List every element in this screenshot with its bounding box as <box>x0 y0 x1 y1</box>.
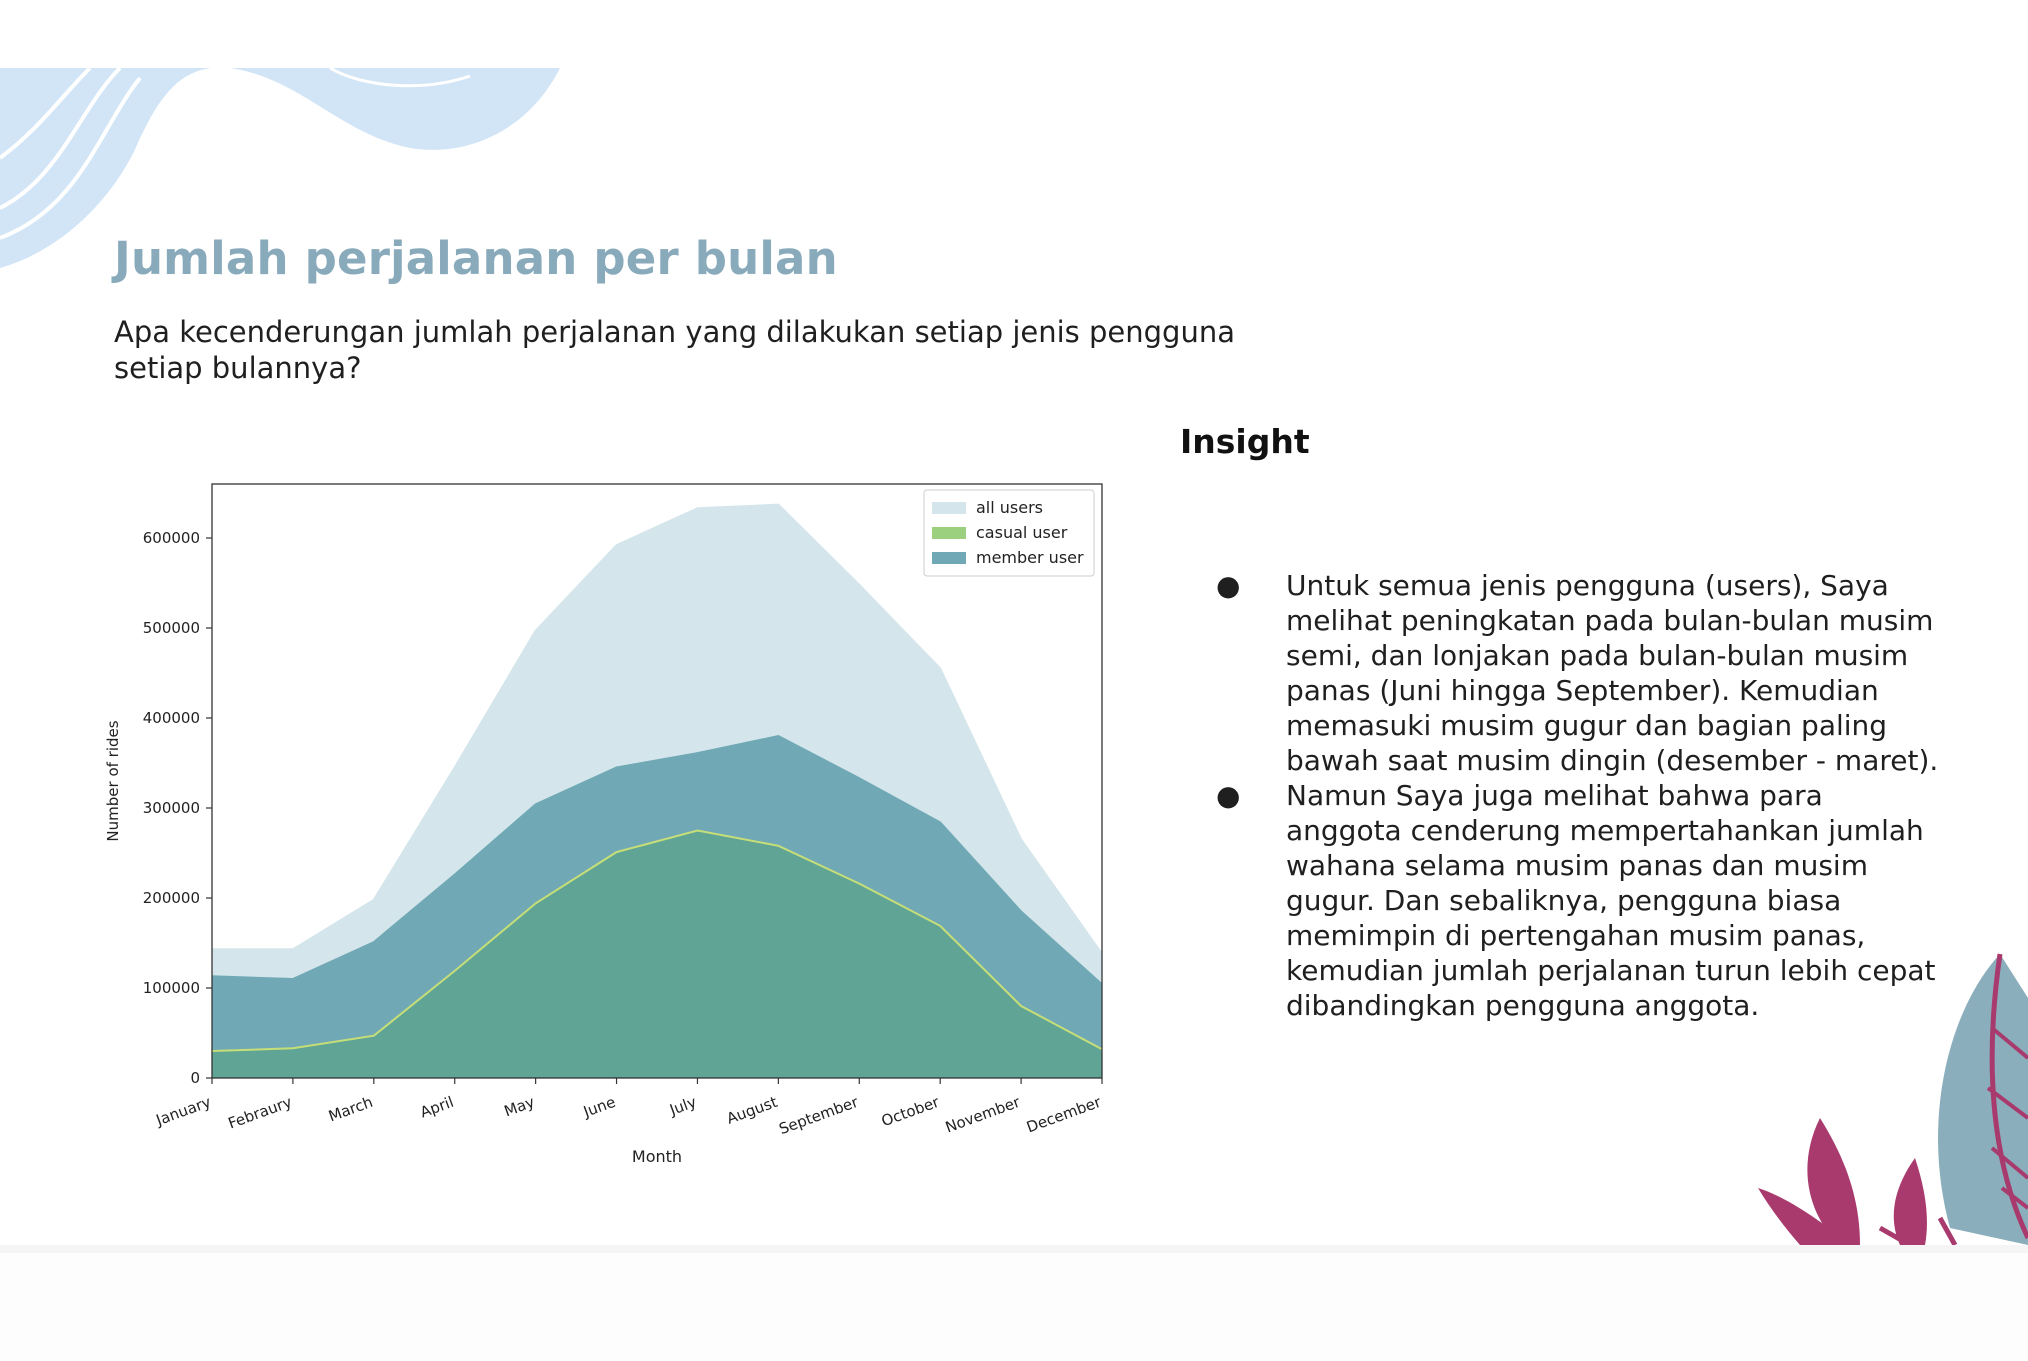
insight-text: Namun Saya juga melihat bahwa para anggo… <box>1286 779 1936 1022</box>
slide-question: Apa kecenderungan jumlah perjalanan yang… <box>114 314 1314 386</box>
bullet-icon: ● <box>1216 778 1246 813</box>
x-tick-label: December <box>1024 1093 1104 1137</box>
y-axis-label: Number of rides <box>104 720 122 841</box>
y-tick-label: 200000 <box>143 889 200 907</box>
y-tick-label: 300000 <box>143 799 200 817</box>
bullet-icon: ● <box>1216 568 1246 603</box>
x-tick-label: July <box>666 1093 699 1120</box>
y-tick-label: 100000 <box>143 979 200 997</box>
insight-list: ● Untuk semua jenis pengguna (users), Sa… <box>1180 568 1940 1023</box>
x-axis-label: Month <box>632 1147 682 1166</box>
legend-swatch <box>932 527 966 539</box>
x-tick-label: March <box>326 1093 375 1126</box>
x-tick-label: August <box>724 1093 780 1128</box>
monthly-rides-area-chart: 0 100000 200000 300000 400000 500000 600000 Jan… <box>100 476 1160 1176</box>
x-tick-label: January <box>153 1093 214 1130</box>
insight-item: ● Untuk semua jenis pengguna (users), Sa… <box>1180 568 1940 778</box>
insight-item: ● Namun Saya juga melihat bahwa para ang… <box>1180 778 1940 1023</box>
x-tick-label: Febraury <box>226 1093 295 1133</box>
insight-title: Insight <box>1180 422 1310 461</box>
slide-title: Jumlah perjalanan per bulan <box>114 232 838 285</box>
y-tick-label: 0 <box>190 1069 200 1087</box>
y-tick-label: 600000 <box>143 529 200 547</box>
y-tick-label: 500000 <box>143 619 200 637</box>
top-band <box>0 0 2028 68</box>
insight-text: Untuk semua jenis pengguna (users), Saya… <box>1286 569 1938 777</box>
x-tick-label: April <box>418 1093 456 1122</box>
y-tick-label: 400000 <box>143 709 200 727</box>
legend-swatch <box>932 502 966 514</box>
legend-swatch <box>932 552 966 564</box>
slide: Jumlah perjalanan per bulan Apa kecender… <box>0 68 2028 1245</box>
x-tick-label: May <box>502 1093 537 1121</box>
x-tick-label: September <box>777 1093 862 1139</box>
legend-label: casual user <box>976 523 1068 542</box>
legend-label: all users <box>976 498 1043 517</box>
x-tick-label: October <box>879 1093 942 1131</box>
bottom-band <box>0 1245 2028 1361</box>
x-tick-label: November <box>943 1093 1023 1137</box>
x-tick-label: June <box>580 1093 618 1121</box>
legend-label: member user <box>976 548 1084 567</box>
